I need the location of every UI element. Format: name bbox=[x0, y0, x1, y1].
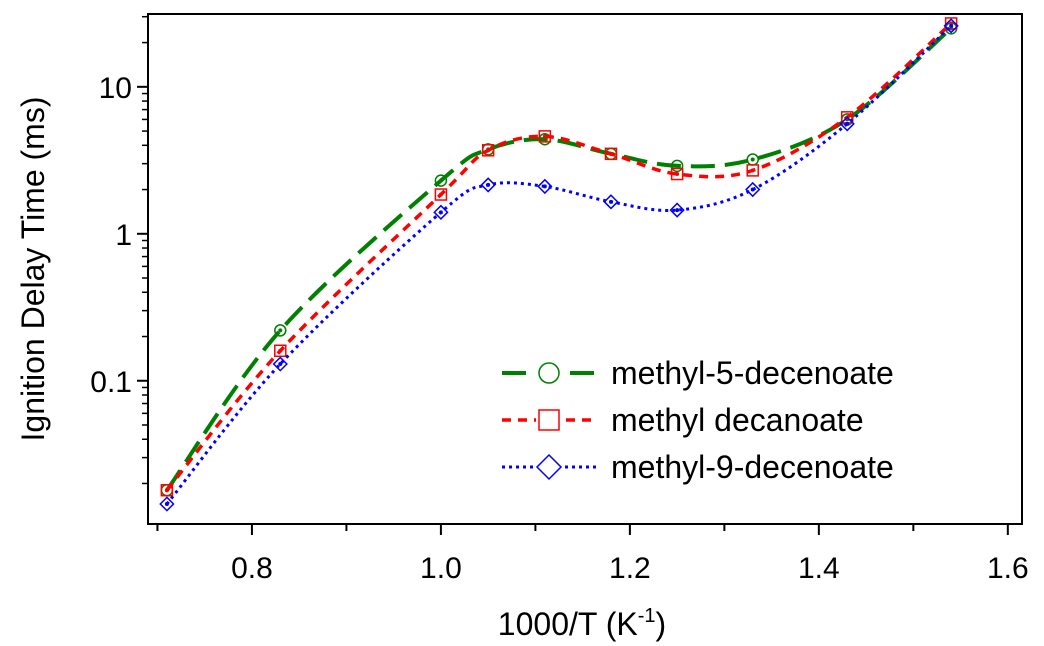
series-3-point-1 bbox=[159, 496, 175, 512]
series-3-point-4 bbox=[480, 177, 496, 193]
legend-label-1: methyl-5-decenoate bbox=[611, 355, 894, 391]
x-axis-title: 1000/T (K-1) bbox=[498, 605, 666, 642]
series-3-point-8 bbox=[745, 181, 761, 198]
legend-marker-bg-3 bbox=[536, 454, 562, 480]
series-3-point-center-9 bbox=[845, 121, 850, 126]
series-3-point-center-10 bbox=[949, 23, 954, 28]
series-2-point-6 bbox=[604, 147, 618, 161]
plot-frame bbox=[147, 13, 1023, 525]
series-3-point-center-8 bbox=[750, 187, 755, 192]
x-tick-label: 1.2 bbox=[609, 552, 651, 585]
series-3-point-center-5 bbox=[542, 184, 547, 189]
series-3-point-10 bbox=[943, 18, 959, 34]
series-2-point-4 bbox=[481, 144, 495, 157]
y-tick-label: 1 bbox=[115, 219, 132, 252]
series-2-point-center-3 bbox=[438, 192, 443, 197]
legend: methyl-5-decenoate methyl decanoate methyl… bbox=[502, 355, 894, 485]
series-3-point-center-6 bbox=[608, 199, 613, 204]
series-3-point-7 bbox=[669, 202, 685, 218]
legend-marker-bg-2 bbox=[536, 407, 562, 433]
series-3-point-3 bbox=[433, 204, 449, 220]
series-2-point-10 bbox=[944, 17, 958, 30]
series-1-point-center-3 bbox=[438, 178, 443, 183]
series-2-point-1 bbox=[160, 483, 174, 497]
legend-label-3: methyl-9-decenoate bbox=[611, 449, 894, 485]
series-2-point-center-5 bbox=[542, 134, 547, 139]
series-2-point-center-7 bbox=[675, 172, 680, 177]
legend-marker-3 bbox=[535, 453, 563, 481]
axes: 0.8 1.0 1.2 1.4 1.6 0.1 1 10 bbox=[90, 15, 1029, 585]
series-2-point-center-6 bbox=[608, 151, 613, 156]
x-tick-label: 1.6 bbox=[987, 552, 1029, 585]
legend-marker-bg-1 bbox=[536, 360, 562, 386]
series-3-point-center-2 bbox=[278, 362, 283, 367]
series-3-point-center-4 bbox=[486, 182, 491, 187]
series-2-point-2 bbox=[274, 344, 287, 358]
series-3-point-center-3 bbox=[438, 210, 443, 215]
series-3-point-5 bbox=[537, 178, 553, 195]
x-axis-title-main: 1000/T (K bbox=[498, 606, 638, 642]
series-2-point-7 bbox=[670, 167, 684, 181]
x-tick-label: 1.4 bbox=[798, 552, 840, 585]
series-3-point-2 bbox=[272, 356, 288, 372]
series-1-point-2 bbox=[274, 324, 287, 337]
series-line-1 bbox=[165, 26, 953, 492]
series-3-point-9 bbox=[839, 116, 855, 132]
series-1-point-center-7 bbox=[675, 163, 680, 168]
series-1-point-3 bbox=[434, 174, 448, 187]
plot-area bbox=[159, 17, 959, 512]
series-1-point-center-2 bbox=[278, 328, 283, 333]
series-1-point-center-5 bbox=[542, 137, 547, 142]
series-2-point-center-2 bbox=[278, 348, 283, 353]
series-3-point-center-7 bbox=[675, 208, 680, 213]
y-tick-label: 0.1 bbox=[90, 366, 132, 399]
series-1-point-7 bbox=[670, 159, 684, 173]
x-tick-label: 1.0 bbox=[420, 552, 462, 585]
series-2-point-3 bbox=[434, 188, 448, 201]
y-axis-title: Ignition Delay Time (ms) bbox=[15, 97, 51, 442]
y-tick-label: 10 bbox=[99, 72, 132, 105]
series-2-point-center-4 bbox=[486, 148, 491, 153]
series-2-point-center-8 bbox=[750, 168, 755, 173]
series-2-point-center-1 bbox=[164, 488, 169, 493]
series-3-point-6 bbox=[603, 194, 619, 210]
series-1-point-center-8 bbox=[750, 157, 755, 162]
series-2-point-5 bbox=[538, 130, 552, 143]
legend-marker-1 bbox=[538, 362, 560, 384]
legend-marker-2 bbox=[538, 409, 560, 431]
series-2-point-8 bbox=[746, 164, 759, 177]
x-axis-title-superscript: -1 bbox=[638, 605, 656, 627]
x-axis-title-close: ) bbox=[656, 606, 667, 642]
x-tick-label: 0.8 bbox=[231, 552, 273, 585]
series-line-2 bbox=[165, 22, 953, 492]
legend-label-2: methyl decanoate bbox=[611, 402, 864, 438]
series-3-point-center-1 bbox=[164, 502, 169, 507]
